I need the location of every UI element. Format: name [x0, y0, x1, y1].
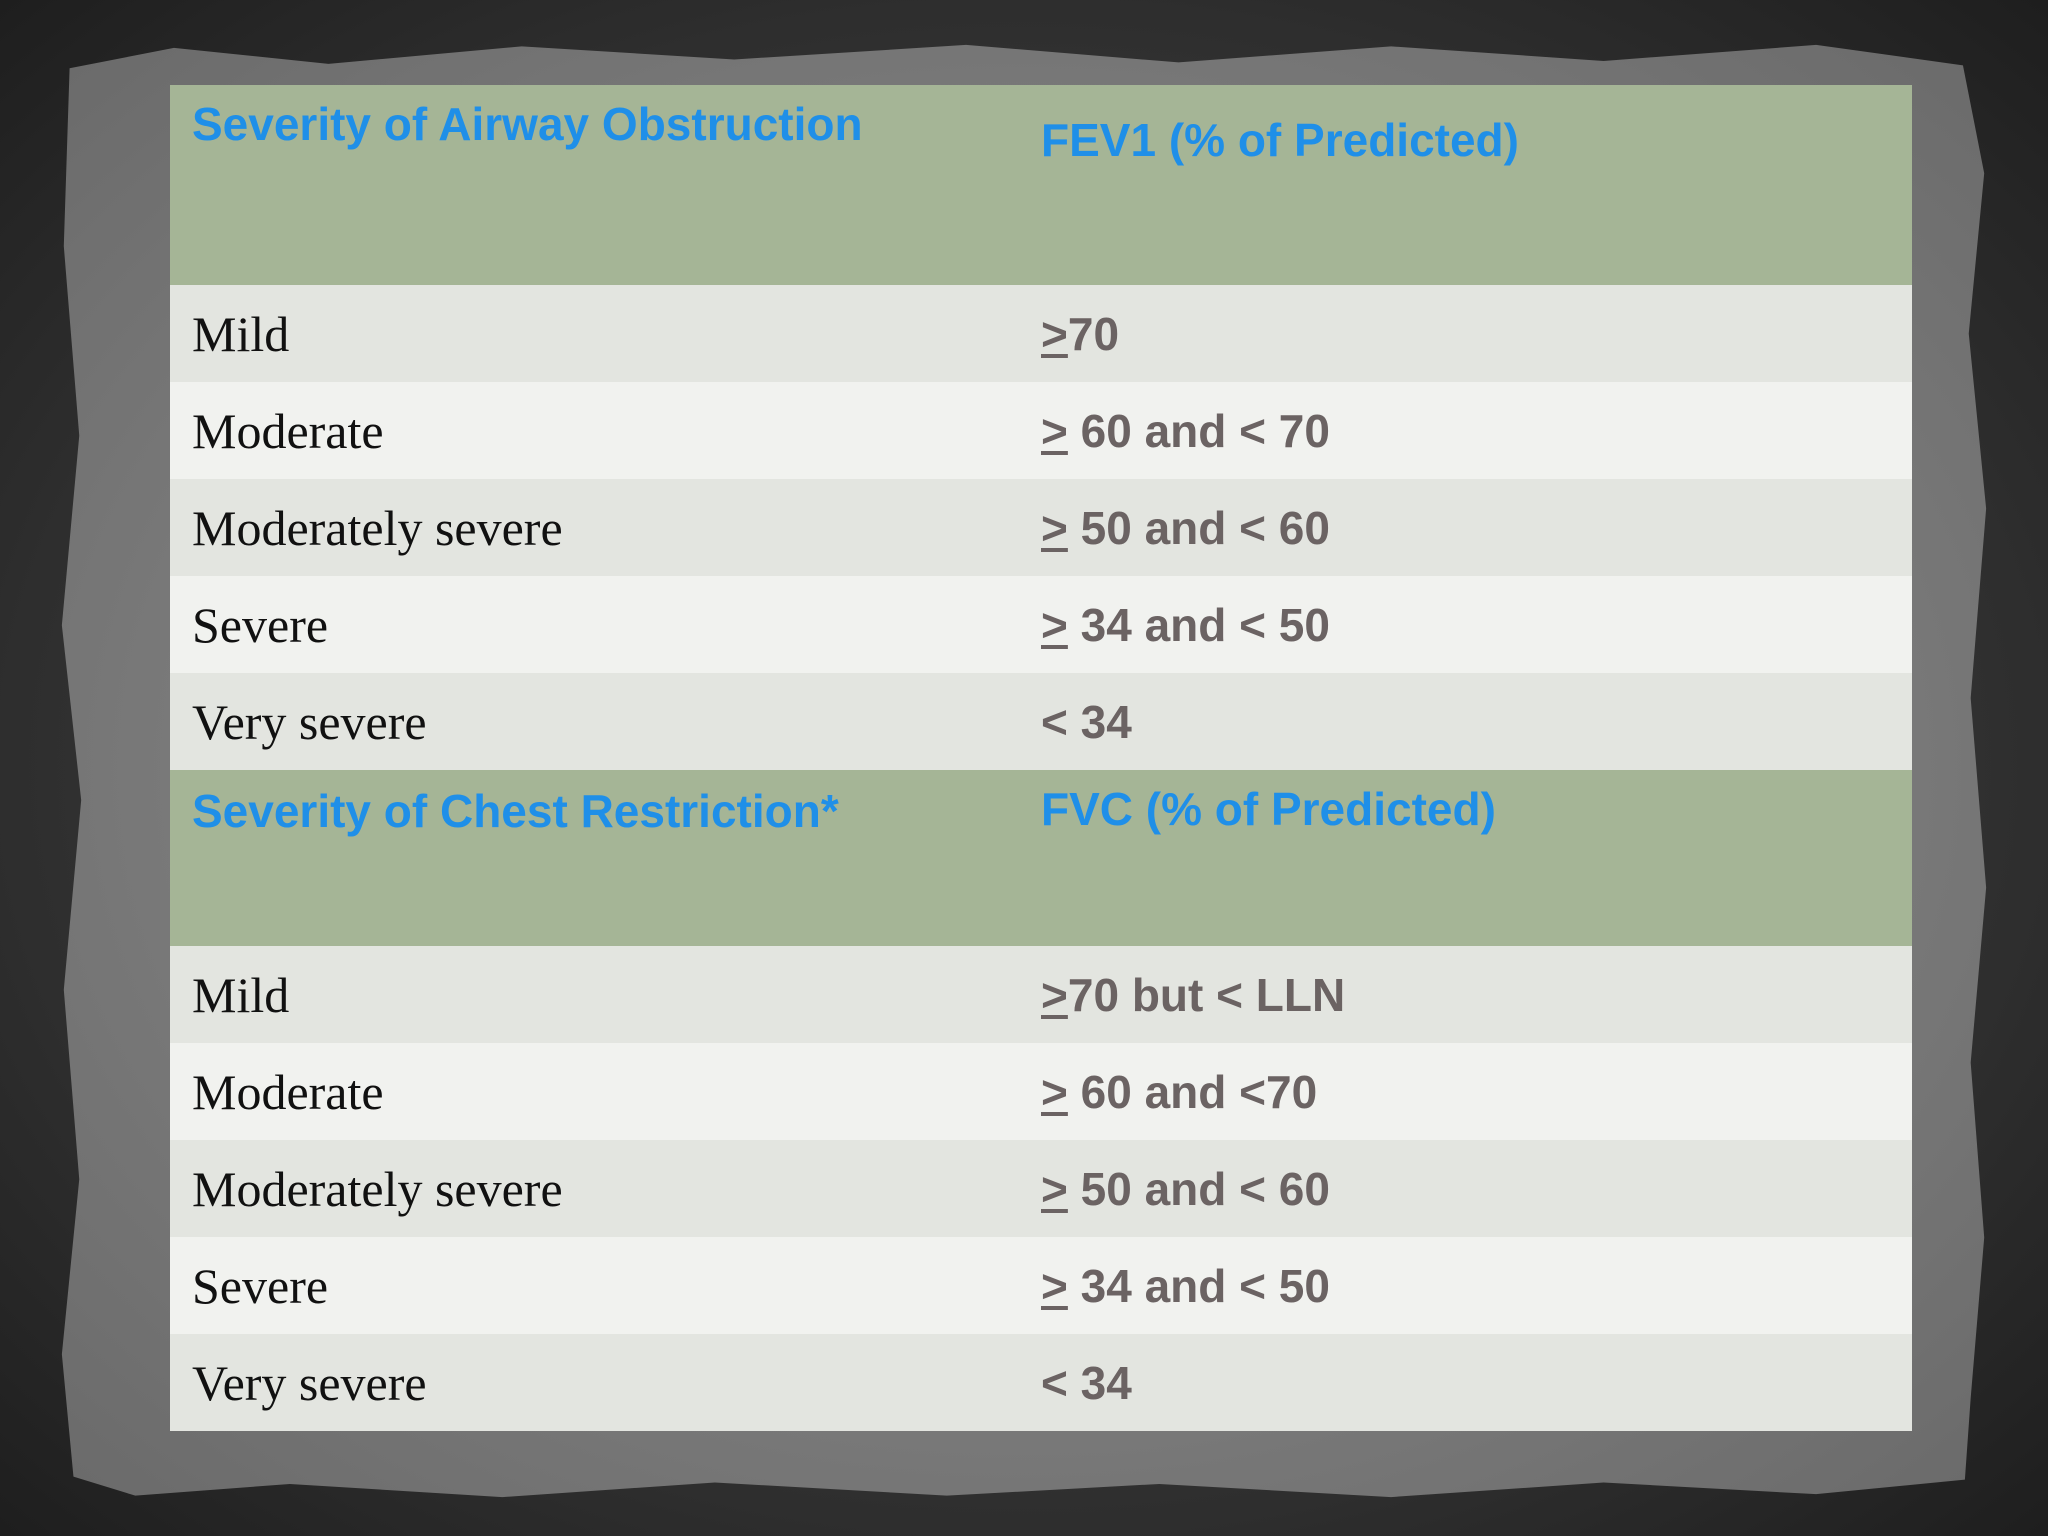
comparison-symbol: >	[1041, 404, 1068, 457]
value-cell: > 60 and <70	[1041, 1065, 1912, 1119]
comparison-symbol: >	[1041, 1065, 1068, 1118]
value-text: 50 and < 60	[1067, 1162, 1330, 1215]
value-text: 70	[1067, 307, 1120, 360]
table-row: Mild >70 but < LLN	[170, 946, 1912, 1043]
spirometry-severity-table: Severity of Airway Obstruction FEV1 (% o…	[170, 85, 1912, 1431]
value-text: 34 and < 50	[1067, 1259, 1330, 1312]
comparison-symbol: >	[1041, 307, 1068, 360]
comparison-symbol: >	[1041, 1162, 1068, 1215]
table-row: Severe > 34 and < 50	[170, 576, 1912, 673]
value-text: 60 and <70	[1067, 1065, 1318, 1118]
value-cell: > 34 and < 50	[1041, 1259, 1912, 1313]
table-row: Very severe < 34	[170, 1334, 1912, 1431]
value-cell: < 34	[1041, 1356, 1912, 1410]
table-row: Severe > 34 and < 50	[170, 1237, 1912, 1334]
value-text: 50 and < 60	[1067, 501, 1330, 554]
severity-cell: Moderately severe	[192, 499, 563, 556]
comparison-symbol: >	[1041, 968, 1068, 1021]
value-cell: >70 but < LLN	[1041, 968, 1912, 1022]
severity-cell: Moderately severe	[192, 1160, 563, 1217]
value-cell: > 34 and < 50	[1041, 598, 1912, 652]
severity-cell: Mild	[192, 305, 290, 362]
comparison-symbol: >	[1041, 501, 1068, 554]
severity-cell: Very severe	[192, 693, 427, 750]
comparison-symbol: >	[1041, 598, 1068, 651]
table-row: Very severe < 34	[170, 673, 1912, 770]
value-cell: > 60 and < 70	[1041, 404, 1912, 458]
value-text: < 34	[1041, 695, 1132, 748]
restriction-severity-heading: Severity of Chest Restriction*	[192, 785, 839, 837]
fvc-heading: FVC (% of Predicted)	[1041, 783, 1496, 835]
severity-cell: Mild	[192, 966, 290, 1023]
severity-cell: Severe	[192, 1257, 329, 1314]
table-row: Moderately severe > 50 and < 60	[170, 479, 1912, 576]
severity-cell: Severe	[192, 596, 329, 653]
value-text: < 34	[1041, 1356, 1132, 1409]
value-cell: > 50 and < 60	[1041, 1162, 1912, 1216]
table-row: Mild >70	[170, 285, 1912, 382]
value-text: 60 and < 70	[1067, 404, 1330, 457]
severity-cell: Moderate	[192, 1063, 384, 1120]
restriction-header-row: Severity of Chest Restriction* FVC (% of…	[170, 770, 1912, 946]
table-row: Moderate > 60 and < 70	[170, 382, 1912, 479]
value-cell: > 50 and < 60	[1041, 501, 1912, 555]
airway-severity-heading: Severity of Airway Obstruction	[192, 98, 863, 150]
value-text: 70 but < LLN	[1067, 968, 1346, 1021]
table-row: Moderate > 60 and <70	[170, 1043, 1912, 1140]
value-text: 34 and < 50	[1067, 598, 1330, 651]
severity-cell: Very severe	[192, 1354, 427, 1411]
fev1-heading: FEV1 (% of Predicted)	[1041, 114, 1519, 166]
severity-cell: Moderate	[192, 402, 384, 459]
airway-header-row: Severity of Airway Obstruction FEV1 (% o…	[170, 85, 1912, 285]
comparison-symbol: >	[1041, 1259, 1068, 1312]
table-row: Moderately severe > 50 and < 60	[170, 1140, 1912, 1237]
value-cell: < 34	[1041, 695, 1912, 749]
value-cell: >70	[1041, 307, 1912, 361]
